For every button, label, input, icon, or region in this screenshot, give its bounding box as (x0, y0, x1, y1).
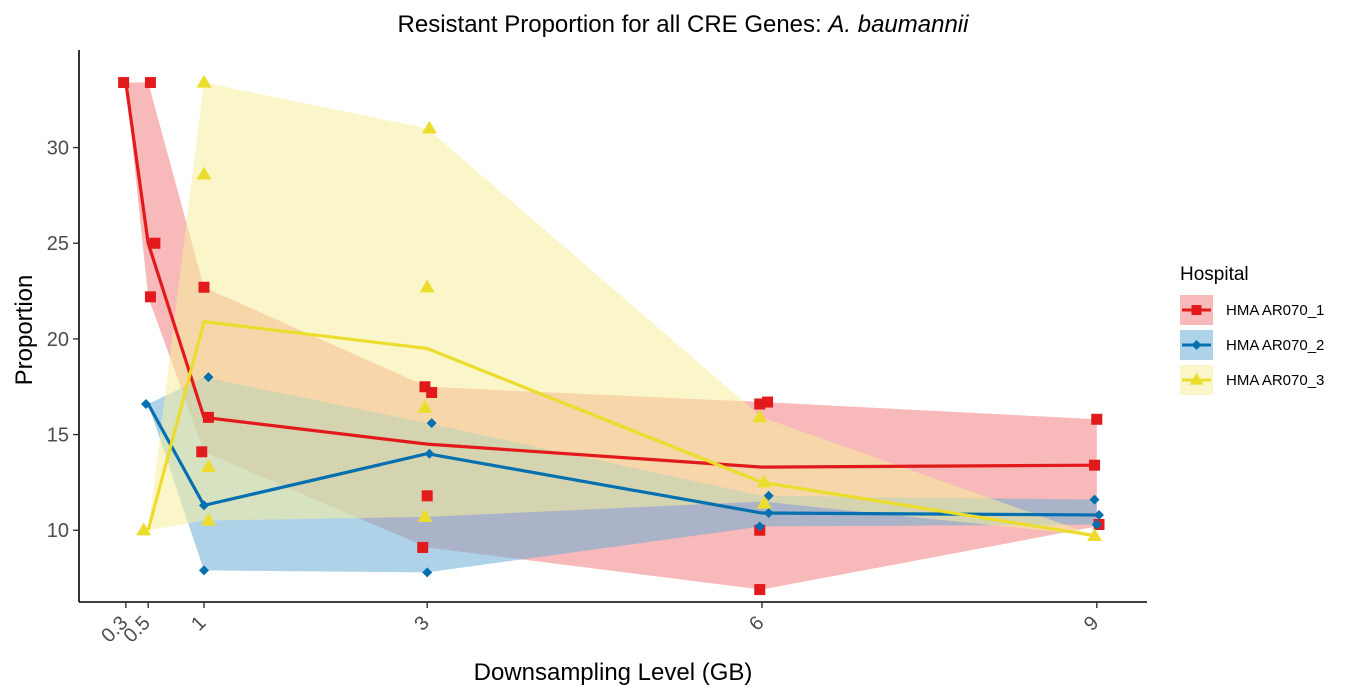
data-point (196, 166, 212, 180)
data-point (426, 418, 437, 429)
title-prefix: Resistant Proportion for all CRE Genes: (398, 11, 829, 38)
axes (78, 50, 1147, 603)
data-point (1091, 519, 1102, 530)
data-point (198, 281, 210, 293)
series-line-hma-ar070_1 (124, 82, 1097, 469)
data-point (419, 381, 431, 393)
legend-items: HMA AR070_1 HMA AR070_2 HMA AR070_3 (1180, 295, 1324, 395)
data-point (756, 474, 772, 488)
y-tick-label: 10 (47, 520, 69, 542)
data-point (202, 411, 214, 423)
data-point (762, 396, 774, 408)
data-point (424, 448, 435, 459)
data-point (1089, 459, 1101, 471)
legend-label: HMA AR070_2 (1226, 337, 1324, 354)
x-tick-label: 6 (745, 612, 768, 635)
point-layer (118, 74, 1105, 596)
legend-key (1180, 330, 1213, 360)
data-point (196, 74, 212, 88)
data-point (196, 446, 208, 458)
data-point (756, 495, 772, 509)
data-point (754, 584, 766, 596)
data-point (203, 372, 214, 383)
data-point (763, 490, 774, 501)
data-point (1089, 494, 1100, 505)
data-point (763, 508, 774, 519)
data-point (140, 398, 151, 409)
data-point (1094, 509, 1105, 520)
data-point (144, 291, 156, 303)
svg-text:Resistant Proportion for all C: Resistant Proportion for all CRE Genes: … (398, 11, 970, 38)
legend-label: HMA AR070_1 (1226, 302, 1324, 319)
data-point (118, 77, 130, 89)
ribbon-layer (125, 82, 1097, 590)
y-axis-label: Proportion (11, 275, 38, 386)
data-point (149, 237, 161, 249)
data-point (421, 120, 437, 134)
x-tick-label: 3 (410, 612, 433, 635)
x-tick-label: 0.5 (120, 612, 155, 647)
data-point (422, 567, 433, 578)
x-tick-label: 9 (1080, 612, 1103, 635)
y-tick-label: 20 (47, 329, 69, 351)
data-point (200, 512, 216, 526)
data-point (136, 522, 152, 536)
legend-key (1180, 365, 1213, 395)
legend-key (1180, 295, 1213, 325)
legend-key-marker (1191, 340, 1202, 350)
x-tick-label: 1 (187, 612, 210, 635)
data-point (198, 500, 209, 511)
data-point (417, 541, 429, 553)
data-point (752, 409, 768, 423)
data-point (417, 509, 433, 522)
data-point (417, 399, 433, 413)
series-line-hma-ar070_3 (146, 320, 1098, 538)
x-axis-label: Downsampling Level (GB) (474, 659, 753, 686)
data-point (754, 398, 766, 410)
data-point (1087, 528, 1103, 542)
data-point (200, 459, 216, 473)
ribbon-hma-ar070_3 (148, 82, 1097, 536)
y-tick-label: 30 (47, 138, 69, 160)
data-point (421, 490, 433, 502)
y-ticks: 10 15 20 25 30 (47, 138, 79, 542)
y-tick-label: 15 (47, 425, 69, 447)
legend-key-marker (1191, 305, 1202, 315)
data-point (419, 279, 435, 293)
legend-title: Hospital (1180, 264, 1249, 285)
legend-label: HMA AR070_3 (1226, 372, 1324, 389)
title-species: A. baumannii (826, 11, 969, 38)
y-tick-label: 25 (47, 233, 69, 255)
data-point (426, 386, 438, 398)
data-point (1091, 413, 1103, 425)
data-point (144, 77, 156, 89)
plot-title: Resistant Proportion for all CRE Genes: … (398, 11, 970, 38)
data-point (754, 521, 765, 532)
x-ticks: 0.30.5 1 3 6 9 (97, 602, 1103, 647)
legend-key-marker (1189, 372, 1204, 385)
data-point (198, 565, 209, 576)
